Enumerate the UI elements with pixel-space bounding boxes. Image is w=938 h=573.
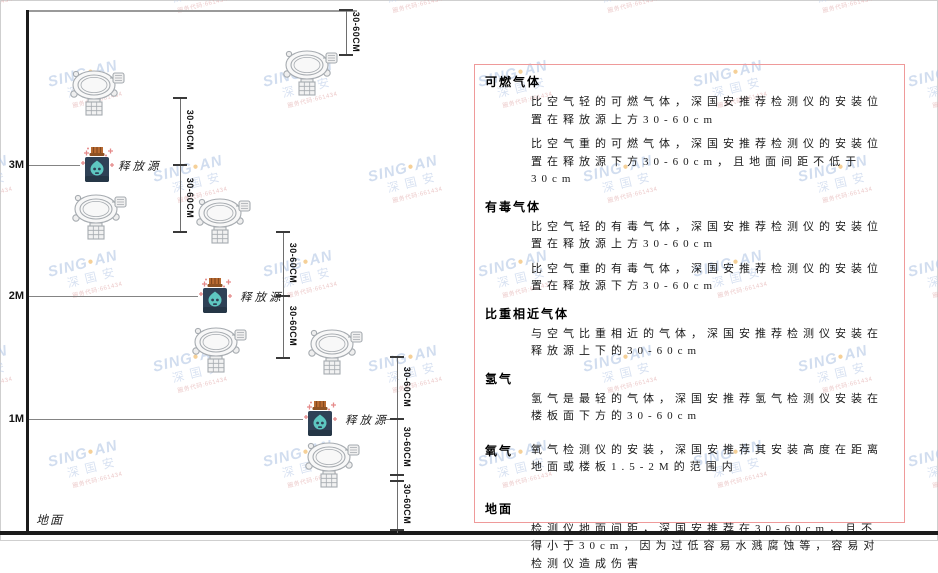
dim-label: 30-60CM: [288, 232, 298, 294]
panel-section-title: 有毒气体: [485, 198, 894, 215]
panel-paragraph: 比空气轻的有毒气体，深国安推荐检测仪的安装位置在释放源上方30-60cm: [531, 219, 886, 254]
ceiling-line: [26, 10, 357, 12]
release-source-label: 释放源: [345, 412, 401, 428]
install-guide-panel: 可燃气体 比空气轻的可燃气体，深国安推荐检测仪的安装位置在释放源上方30-60c…: [474, 64, 905, 523]
panel-section-title: 比重相近气体: [485, 305, 894, 322]
release-source-label: 释放源: [118, 158, 174, 174]
dim-tick: [173, 231, 187, 233]
level-line-1m: [29, 419, 303, 420]
dim-label: 30-60CM: [402, 416, 412, 478]
panel-section-oxygen: 氧气 氧气检测仪的安装，深国安推荐其安装高度在距离地面或楼板1.5-2M的范围内: [485, 433, 894, 484]
dim-label: 30-60CM: [402, 473, 412, 535]
axis-label-2m: 2M: [2, 290, 24, 302]
gas-detector-icon: [68, 68, 126, 118]
gas-detector-icon: [190, 325, 248, 375]
release-source-icon: [79, 146, 115, 186]
axis-label-1m: 1M: [2, 413, 24, 425]
panel-section-title: 可燃气体: [485, 73, 894, 90]
wall-line: [26, 10, 29, 533]
panel-section-title: 地面: [485, 500, 894, 517]
dim-label: 30-60CM: [402, 356, 412, 418]
ground-label: 地面: [36, 511, 64, 528]
axis-label-3m: 3M: [2, 159, 24, 171]
release-source-icon: [302, 400, 338, 440]
panel-paragraph: 氢气是最轻的气体，深国安推荐氢气检测仪安装在楼板面下方的30-60cm: [531, 391, 886, 426]
release-source-icon: [197, 277, 233, 317]
dim-tick: [276, 357, 290, 359]
gas-detector-icon: [306, 327, 364, 377]
gas-detector-icon: [281, 48, 339, 98]
panel-paragraph: 比空气重的可燃气体，深国安推荐检测仪的安装位置在释放源下方30-60cm，且地面…: [531, 136, 886, 189]
gas-detector-icon: [194, 196, 252, 246]
dim-line-ceiling: [346, 10, 347, 56]
gas-detector-icon: [70, 192, 128, 242]
level-line-3m: [29, 165, 80, 166]
level-line-2m: [29, 296, 198, 297]
dim-label: 30-60CM: [351, 1, 361, 63]
release-source-label: 释放源: [240, 289, 296, 305]
panel-paragraph: 比空气轻的可燃气体，深国安推荐检测仪的安装位置在释放源上方30-60cm: [531, 94, 886, 129]
panel-section-title: 氢气: [485, 370, 894, 387]
gas-detector-icon: [303, 440, 361, 490]
dim-label: 30-60CM: [185, 99, 195, 161]
panel-paragraph: 氧气检测仪的安装，深国安推荐其安装高度在距离地面或楼板1.5-2M的范围内: [531, 442, 886, 477]
panel-paragraph: 比空气重的有毒气体，深国安推荐检测仪的安装位置在释放源下方30-60cm: [531, 261, 886, 296]
dim-tick: [173, 164, 187, 166]
panel-paragraph: 与空气比重相近的气体，深国安推荐检测仪安装在释放源上下的30-60cm: [531, 326, 886, 361]
panel-paragraph: 检测仪地面间距，深国安推荐在30-60cm，且不得小于30cm，因为过低容易水溅…: [531, 521, 886, 573]
dim-line-1m: [397, 357, 398, 533]
panel-section-title: 氧气: [485, 442, 531, 459]
